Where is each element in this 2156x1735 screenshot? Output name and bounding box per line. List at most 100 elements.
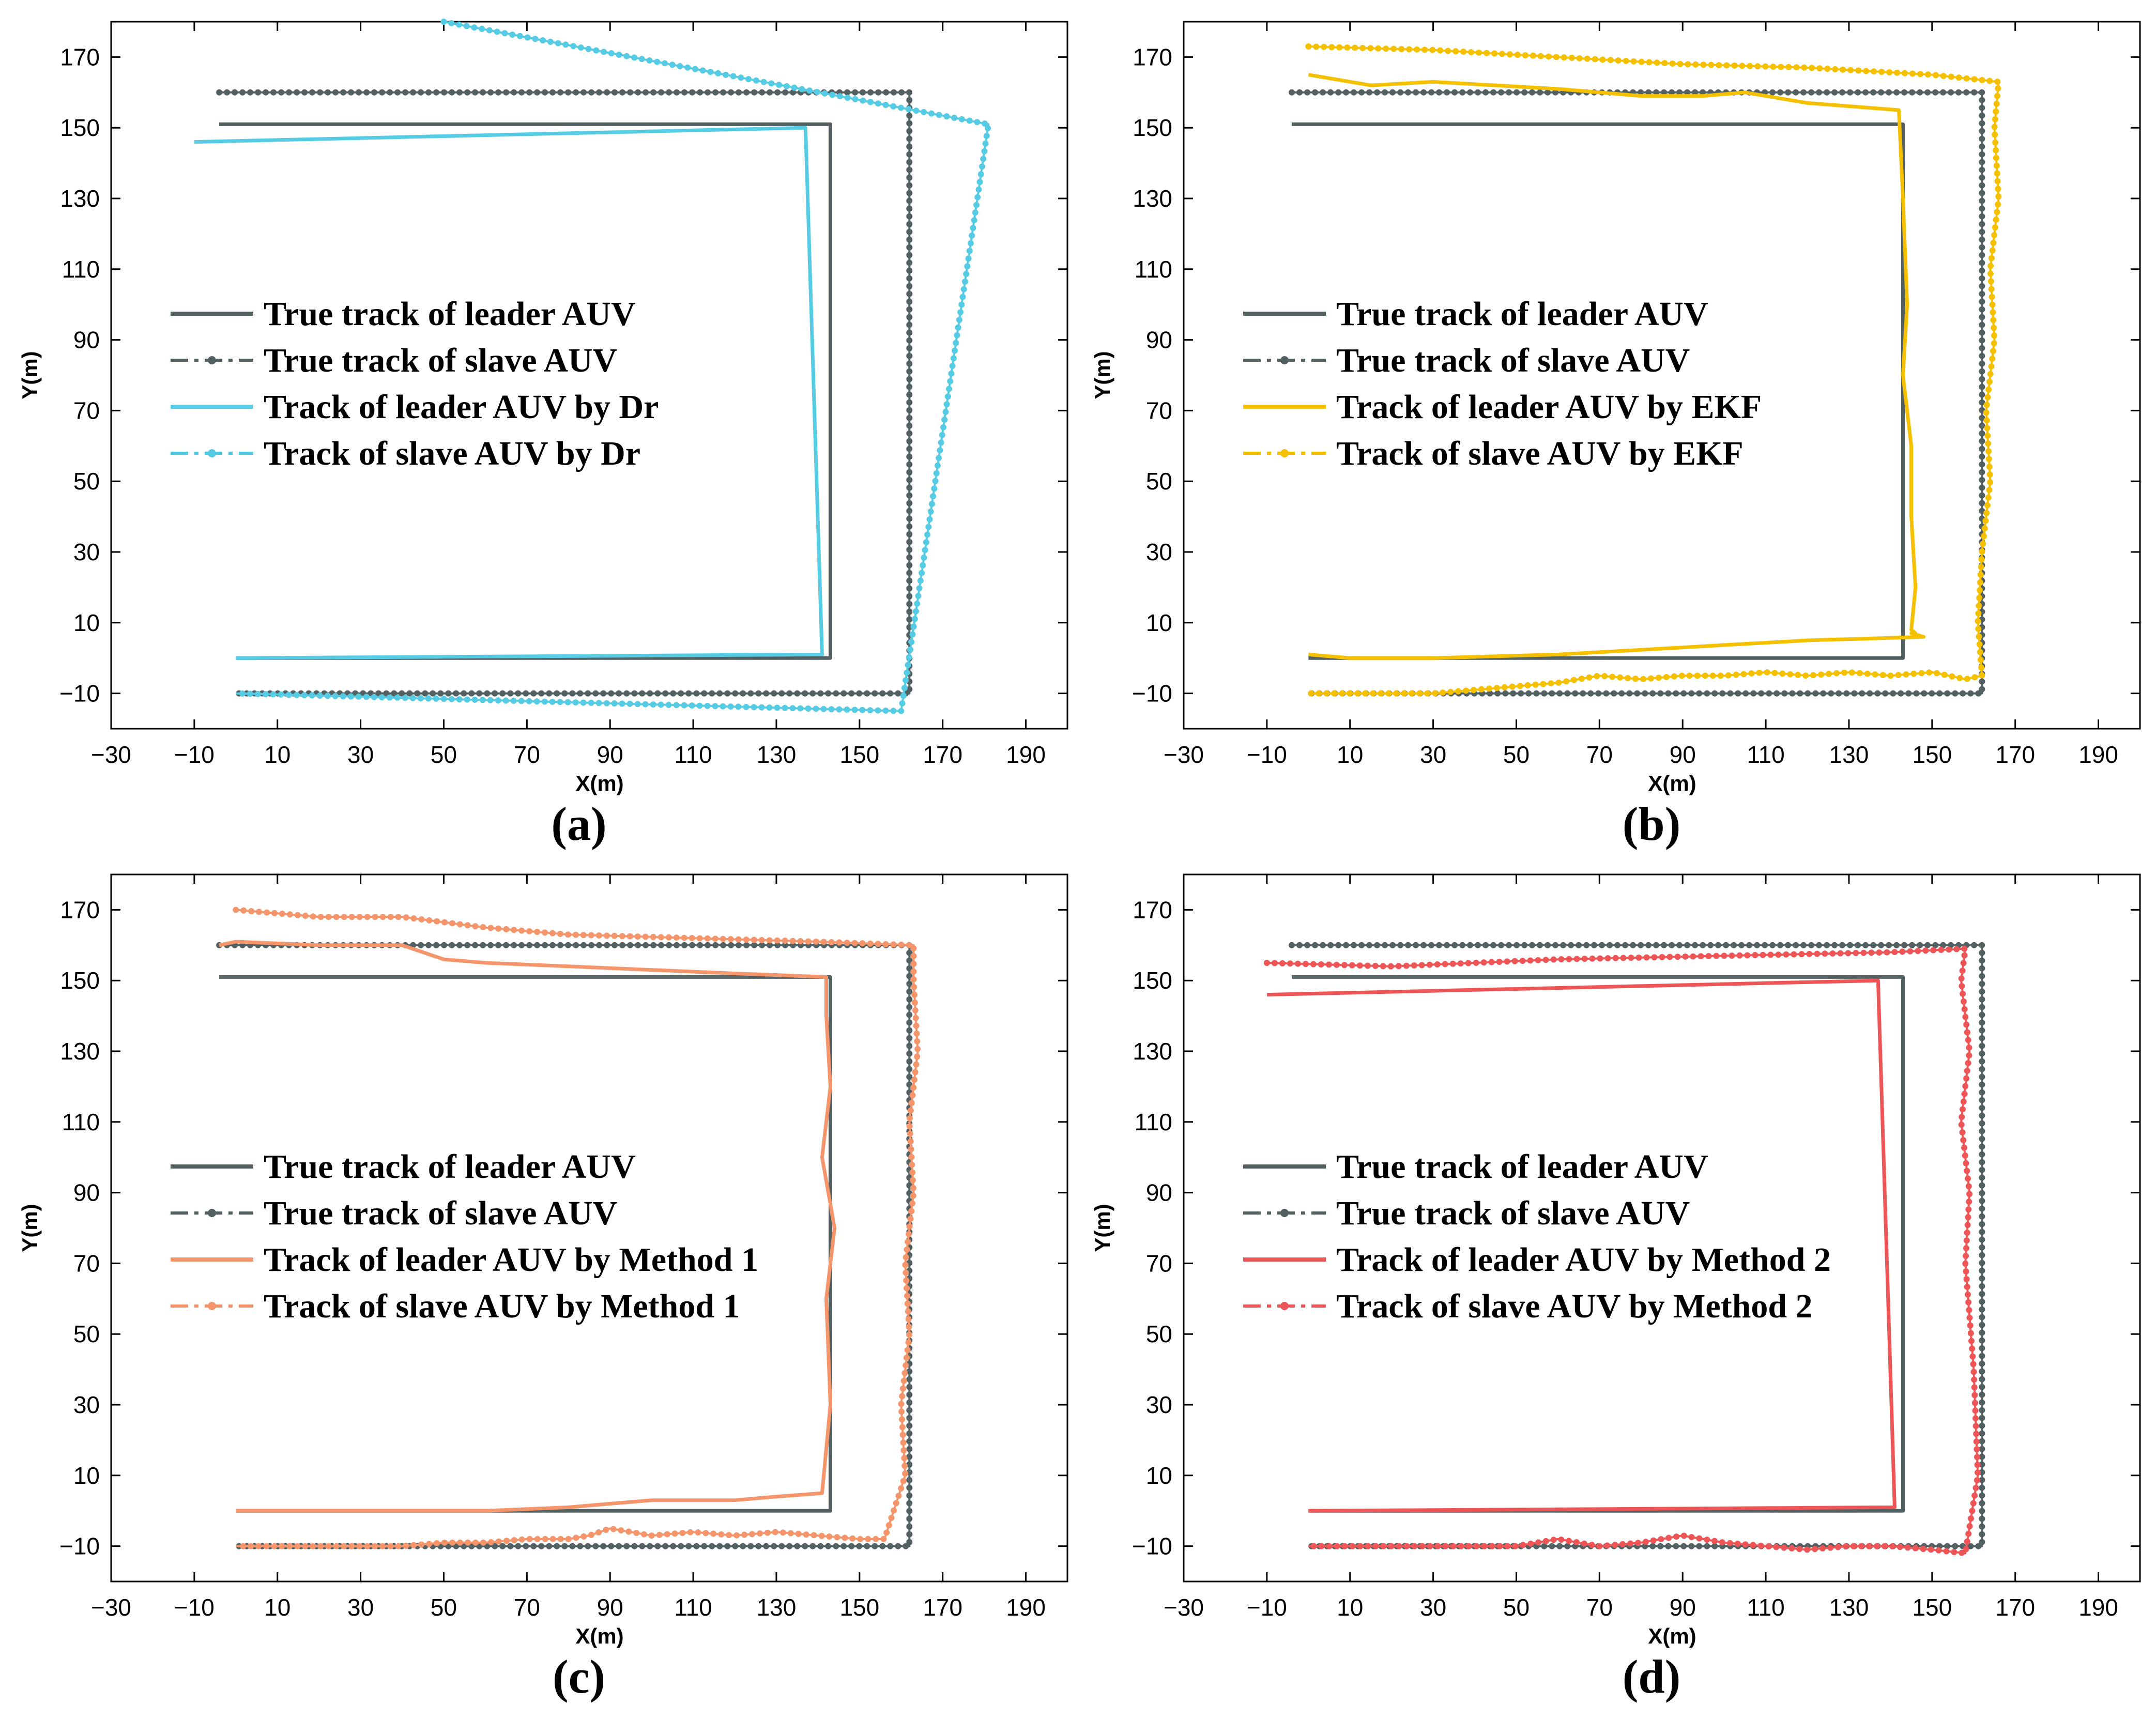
y-tick-label: 110 bbox=[1135, 1109, 1172, 1135]
series-true-track-of-leader-auv bbox=[1292, 122, 1905, 660]
x-tick-label: 10 bbox=[264, 741, 290, 768]
y-tick-label: 130 bbox=[60, 185, 100, 212]
y-tick-label: 110 bbox=[62, 1109, 100, 1135]
x-tick-label: −30 bbox=[1164, 741, 1204, 768]
legend-marker-1 bbox=[208, 356, 216, 364]
x-tick-label: 90 bbox=[597, 1594, 623, 1621]
legend-entry-3: Track of slave AUV by Method 1 bbox=[264, 1287, 740, 1325]
y-tick-label: 30 bbox=[1146, 1391, 1172, 1418]
panel-label: (d) bbox=[1623, 1650, 1680, 1703]
x-tick-label: 50 bbox=[431, 1594, 457, 1621]
panel-label: (c) bbox=[553, 1650, 605, 1703]
x-tick-label: 10 bbox=[264, 1594, 290, 1621]
series-track-of-leader-auv-by-method-1 bbox=[219, 940, 837, 1513]
y-tick-label: 110 bbox=[1135, 256, 1172, 283]
x-tick-label: 190 bbox=[2078, 741, 2118, 768]
x-tick-label: 30 bbox=[347, 741, 374, 768]
x-tick-label: 10 bbox=[1337, 1594, 1363, 1621]
series-track-of-slave-auv-by-ekf-line bbox=[1308, 45, 2000, 695]
legend-marker-3 bbox=[208, 1302, 216, 1310]
legend-entry-0: True track of leader AUV bbox=[1336, 295, 1708, 333]
y-tick-label: 170 bbox=[60, 896, 100, 923]
legend-marker-1 bbox=[1280, 356, 1289, 364]
x-axis-label: X(m) bbox=[1648, 1624, 1696, 1648]
y-tick-label: 150 bbox=[60, 114, 100, 141]
legend-marker-3 bbox=[1280, 449, 1289, 457]
y-tick-label: −10 bbox=[59, 1533, 100, 1560]
y-tick-label: 90 bbox=[1146, 1179, 1172, 1206]
y-axis-label: Y(m) bbox=[1090, 1204, 1114, 1252]
legend-entry-0: True track of leader AUV bbox=[264, 1148, 636, 1186]
y-tick-label: 50 bbox=[1146, 468, 1172, 495]
y-tick-label: 30 bbox=[73, 1391, 100, 1418]
y-tick-label: 110 bbox=[62, 256, 100, 283]
x-tick-label: 50 bbox=[431, 741, 457, 768]
panel-label: (a) bbox=[551, 797, 606, 850]
x-tick-label: 190 bbox=[1006, 1594, 1046, 1621]
x-tick-label: 30 bbox=[347, 1594, 374, 1621]
series-track-of-slave-auv-by-dr-line bbox=[236, 21, 990, 712]
x-tick-label: 70 bbox=[1586, 1594, 1613, 1621]
legend-entry-1: True track of slave AUV bbox=[264, 342, 617, 379]
legend-entry-3: Track of slave AUV by EKF bbox=[1336, 435, 1744, 472]
legend-entry-2: Track of leader AUV by Method 1 bbox=[264, 1241, 758, 1279]
legend-entry-1: True track of slave AUV bbox=[264, 1194, 617, 1232]
y-tick-label: 90 bbox=[1146, 327, 1172, 354]
y-tick-label: 90 bbox=[73, 1179, 100, 1206]
y-tick-label: −10 bbox=[1132, 680, 1172, 707]
y-tick-label: 70 bbox=[73, 397, 100, 424]
x-tick-label: −10 bbox=[174, 1594, 215, 1621]
x-tick-label: −10 bbox=[174, 741, 215, 768]
x-tick-label: −30 bbox=[1164, 1594, 1204, 1621]
y-tick-label: 10 bbox=[1146, 609, 1172, 636]
y-tick-label: 130 bbox=[60, 1038, 100, 1065]
x-axis-label: X(m) bbox=[575, 771, 623, 795]
x-axis-label: X(m) bbox=[1648, 771, 1696, 795]
x-tick-label: 170 bbox=[923, 741, 962, 768]
y-tick-label: 130 bbox=[1133, 185, 1172, 212]
x-tick-label: 70 bbox=[514, 741, 540, 768]
x-tick-label: 50 bbox=[1503, 1594, 1530, 1621]
x-tick-label: 110 bbox=[1747, 1594, 1784, 1621]
y-tick-label: 170 bbox=[1133, 896, 1172, 923]
x-tick-label: 90 bbox=[1670, 741, 1696, 768]
x-tick-label: 70 bbox=[514, 1594, 540, 1621]
y-tick-label: 70 bbox=[1146, 1250, 1172, 1277]
legend-entry-1: True track of slave AUV bbox=[1336, 1194, 1690, 1232]
y-tick-label: 150 bbox=[60, 967, 100, 994]
x-tick-label: 90 bbox=[1670, 1594, 1696, 1621]
y-tick-label: −10 bbox=[1132, 1533, 1172, 1560]
y-axis-label: Y(m) bbox=[18, 351, 42, 399]
y-tick-label: 50 bbox=[73, 1321, 100, 1347]
series-true-track-of-slave-auv-line bbox=[1292, 944, 1983, 1547]
legend-entry-2: Track of leader AUV by Method 2 bbox=[1336, 1241, 1831, 1279]
legend-marker-1 bbox=[1280, 1209, 1289, 1217]
series-true-track-of-leader-auv bbox=[219, 975, 832, 1513]
y-tick-label: 30 bbox=[73, 539, 100, 565]
panel-a: −30 −10 10 30 50 70 90 110 130 150 170 190 −10 10 30 50… bbox=[18, 19, 1068, 850]
series-true-track-of-slave-auv-line bbox=[219, 91, 911, 695]
legend-entry-3: Track of slave AUV by Dr bbox=[264, 435, 640, 472]
x-tick-label: 190 bbox=[1006, 741, 1046, 768]
x-tick-label: 90 bbox=[597, 741, 623, 768]
y-tick-label: 10 bbox=[73, 1462, 100, 1489]
series-track-of-leader-auv-by-ekf bbox=[1308, 73, 1926, 660]
plot-frame bbox=[1183, 873, 2141, 1583]
legend-marker-3 bbox=[1280, 1302, 1289, 1310]
x-tick-label: 130 bbox=[1829, 741, 1869, 768]
panel-label: (b) bbox=[1623, 797, 1680, 850]
x-tick-label: 150 bbox=[1912, 1594, 1952, 1621]
plot-frame bbox=[110, 873, 1068, 1583]
x-tick-label: 10 bbox=[1337, 741, 1363, 768]
legend-entry-3: Track of slave AUV by Method 2 bbox=[1336, 1287, 1813, 1325]
x-tick-label: 130 bbox=[757, 1594, 797, 1621]
y-tick-label: 130 bbox=[1133, 1038, 1172, 1065]
y-tick-label: 10 bbox=[73, 609, 100, 636]
y-tick-label: 10 bbox=[1146, 1462, 1172, 1489]
y-tick-label: 30 bbox=[1146, 539, 1172, 565]
panel-c: −30 −10 10 30 50 70 90 110 130 150 170 190 −10 10 30 50… bbox=[18, 873, 1068, 1703]
y-tick-label: −10 bbox=[59, 680, 100, 707]
x-tick-label: 150 bbox=[1912, 741, 1952, 768]
y-axis-label: Y(m) bbox=[1090, 351, 1114, 399]
y-tick-label: 70 bbox=[73, 1250, 100, 1277]
